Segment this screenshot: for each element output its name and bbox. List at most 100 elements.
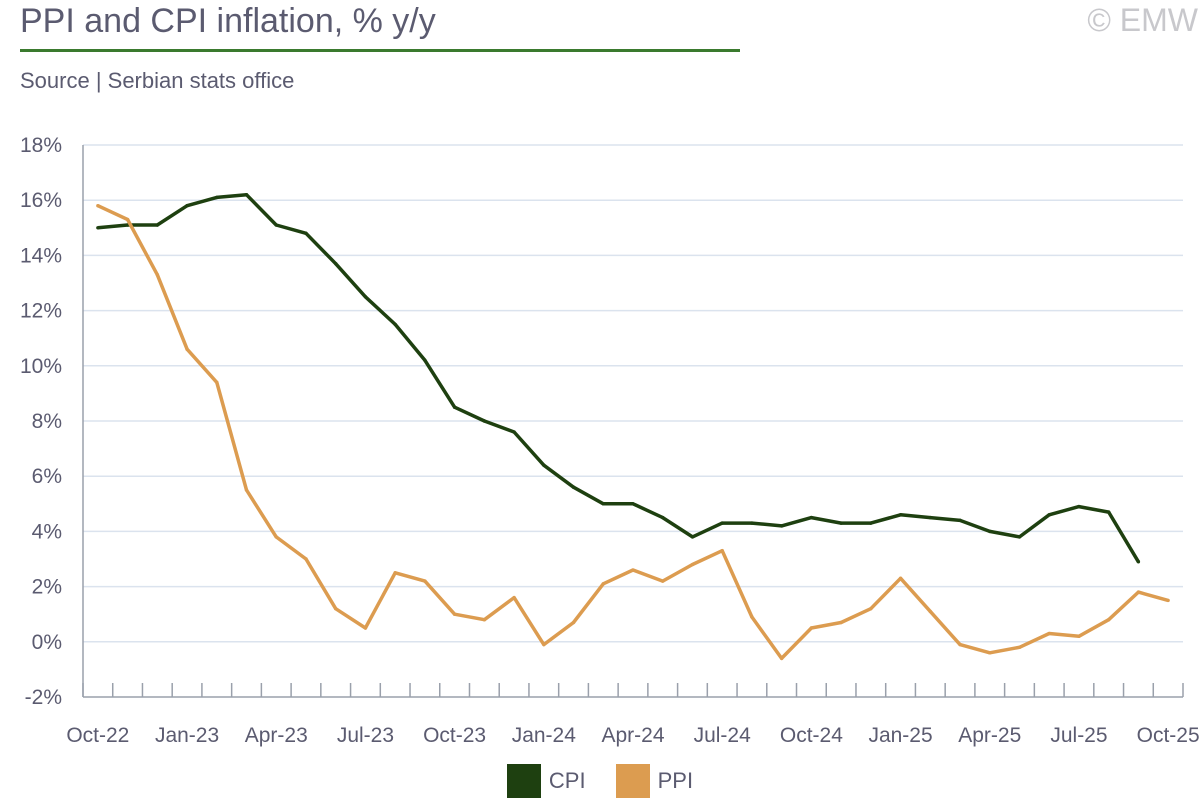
- data-point-ppi: [542, 642, 546, 647]
- data-point-cpi: [750, 521, 754, 525]
- data-point-ppi: [1017, 645, 1022, 650]
- data-point-ppi: [215, 380, 219, 385]
- data-point-ppi: [452, 612, 457, 616]
- data-point-cpi: [898, 513, 903, 517]
- data-point-cpi: [690, 535, 695, 539]
- data-point-ppi: [958, 642, 962, 647]
- data-point-ppi: [125, 217, 130, 222]
- x-tick-label: Jul-23: [337, 724, 394, 747]
- data-point-ppi: [809, 626, 814, 630]
- data-point-ppi: [363, 626, 368, 630]
- y-tick-label: 14%: [20, 244, 62, 267]
- data-point-cpi: [1136, 560, 1141, 564]
- legend-swatch-ppi: [615, 764, 650, 798]
- data-point-cpi: [244, 192, 249, 197]
- data-point-cpi: [96, 226, 100, 230]
- data-point-ppi: [779, 656, 784, 661]
- data-point-cpi: [958, 518, 962, 523]
- data-point-cpi: [779, 524, 784, 528]
- y-tick-label: 2%: [32, 576, 62, 599]
- data-point-cpi: [482, 419, 487, 423]
- data-point-ppi: [1077, 634, 1081, 638]
- y-tick-label: 10%: [20, 355, 62, 378]
- series-line-cpi: [97, 192, 1140, 563]
- data-point-ppi: [1136, 590, 1141, 594]
- data-point-ppi: [988, 651, 992, 655]
- data-point-ppi: [304, 557, 308, 561]
- data-point-ppi: [661, 579, 665, 583]
- data-point-ppi: [1166, 598, 1170, 603]
- x-tick-label: Oct-23: [423, 724, 486, 747]
- data-point-cpi: [869, 521, 873, 525]
- data-point-cpi: [215, 195, 219, 200]
- data-point-cpi: [304, 231, 308, 236]
- legend-label-ppi: PPI: [657, 768, 694, 793]
- legend: CPI PPI: [0, 764, 1200, 798]
- y-tick-label: 12%: [20, 300, 62, 323]
- x-tick-label: Oct-25: [1137, 724, 1200, 747]
- data-point-ppi: [601, 582, 605, 586]
- x-tick-label: Apr-24: [601, 724, 664, 747]
- data-point-ppi: [1106, 618, 1111, 622]
- data-point-cpi: [631, 502, 635, 506]
- y-tick-label: 6%: [32, 465, 62, 488]
- data-point-cpi: [185, 204, 189, 208]
- data-point-cpi: [928, 515, 932, 520]
- data-point-ppi: [750, 615, 754, 619]
- data-point-cpi: [393, 322, 397, 327]
- data-point-cpi: [274, 223, 278, 227]
- data-point-ppi: [393, 571, 397, 575]
- y-tick-label: 8%: [32, 410, 62, 433]
- series-line-ppi: [97, 204, 1169, 661]
- y-tick-label: 18%: [20, 134, 62, 157]
- x-tick-label: Apr-23: [245, 724, 308, 747]
- x-tick-label: Apr-25: [958, 724, 1021, 747]
- copyright-watermark: © EMW: [1087, 2, 1198, 38]
- data-point-ppi: [690, 562, 695, 567]
- x-tick-label: Jan-25: [868, 724, 932, 747]
- data-point-ppi: [512, 595, 516, 600]
- data-point-cpi: [661, 515, 665, 520]
- data-point-cpi: [988, 529, 992, 534]
- data-point-cpi: [423, 358, 427, 362]
- data-point-cpi: [720, 521, 724, 525]
- data-point-ppi: [869, 606, 873, 611]
- x-tick-label: Jan-23: [155, 724, 219, 747]
- data-point-ppi: [928, 609, 932, 614]
- data-point-ppi: [334, 606, 338, 611]
- data-point-cpi: [542, 463, 546, 467]
- y-tick-label: 4%: [32, 520, 62, 543]
- data-point-ppi: [720, 549, 724, 553]
- data-point-ppi: [898, 576, 903, 581]
- data-point-ppi: [571, 620, 576, 625]
- data-point-cpi: [601, 502, 605, 506]
- legend-item-ppi: PPI: [615, 764, 694, 798]
- y-tick-label: 16%: [20, 189, 62, 212]
- x-tick-label: Jan-24: [512, 724, 577, 747]
- data-point-cpi: [155, 223, 160, 227]
- x-tick-label: Jul-25: [1050, 724, 1107, 747]
- legend-swatch-cpi: [506, 764, 541, 798]
- legend-label-cpi: CPI: [548, 768, 586, 793]
- data-point-ppi: [423, 579, 427, 583]
- data-point-cpi: [363, 295, 368, 299]
- data-point-ppi: [1047, 631, 1051, 636]
- data-point-ppi: [155, 273, 160, 277]
- x-tick-label: Oct-22: [66, 724, 129, 747]
- data-point-ppi: [96, 204, 100, 208]
- chart-title: PPI and CPI inflation, % y/y: [20, 2, 436, 40]
- data-point-cpi: [512, 430, 516, 434]
- data-point-ppi: [839, 620, 843, 625]
- data-point-ppi: [185, 347, 189, 351]
- data-point-cpi: [452, 405, 457, 409]
- data-point-cpi: [839, 521, 843, 525]
- x-tick-label: Jul-24: [694, 724, 752, 747]
- source-note: Source | Serbian stats office: [20, 68, 295, 93]
- data-point-cpi: [1077, 504, 1081, 509]
- data-point-cpi: [809, 515, 814, 520]
- data-point-cpi: [1047, 513, 1051, 517]
- y-tick-label: -2%: [25, 686, 62, 709]
- data-point-cpi: [571, 485, 576, 489]
- data-point-cpi: [334, 261, 338, 266]
